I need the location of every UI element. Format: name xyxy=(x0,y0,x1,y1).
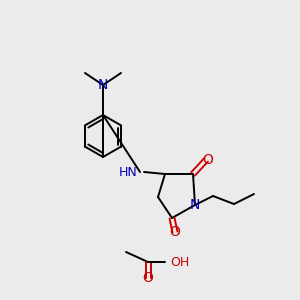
Text: OH: OH xyxy=(170,256,189,268)
Text: O: O xyxy=(169,225,180,239)
Text: HN: HN xyxy=(119,166,138,178)
Text: N: N xyxy=(98,78,108,92)
Text: N: N xyxy=(190,198,200,212)
Text: O: O xyxy=(202,153,213,167)
Text: O: O xyxy=(142,271,153,285)
